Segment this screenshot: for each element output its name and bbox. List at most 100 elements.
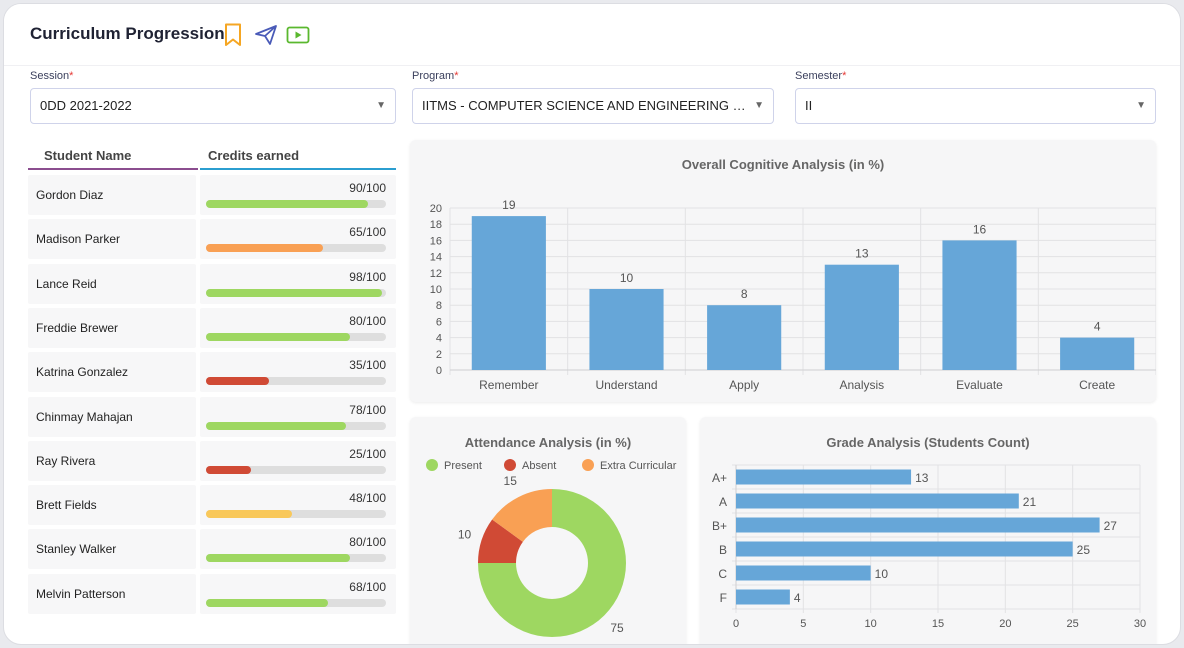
table-row[interactable]: Brett Fields 48/100 xyxy=(28,485,396,526)
credits-score: 80/100 xyxy=(349,313,386,328)
chevron-down-icon: ▼ xyxy=(1136,100,1146,111)
y-tick-label: F xyxy=(720,591,727,605)
x-tick-label: Analysis xyxy=(839,378,884,392)
bar xyxy=(736,469,912,485)
app-frame: Curriculum Progression Session* 0DD 2021… xyxy=(3,3,1181,645)
y-tick-label: 12 xyxy=(430,268,442,280)
bar-value-label: 25 xyxy=(1077,543,1091,557)
credits-cell: 80/100 xyxy=(200,307,396,348)
name-cell: Lance Reid xyxy=(28,263,196,304)
credits-progress-fill xyxy=(206,465,251,474)
x-tick-label: Understand xyxy=(595,378,657,392)
session-label: Session* xyxy=(30,70,74,82)
legend-label: Present xyxy=(444,460,482,472)
x-tick-label: 15 xyxy=(932,618,944,630)
x-tick-label: 10 xyxy=(865,618,877,630)
y-tick-label: 8 xyxy=(436,300,442,312)
student-name: Chinmay Mahajan xyxy=(36,409,133,424)
table-row[interactable]: Stanley Walker 80/100 xyxy=(28,529,396,570)
bar-value-label: 4 xyxy=(1094,320,1101,334)
credits-score: 25/100 xyxy=(349,446,386,461)
credits-cell: 48/100 xyxy=(200,485,396,526)
slice-value-label: 15 xyxy=(504,474,518,488)
x-tick-label: 20 xyxy=(999,618,1011,630)
table-row[interactable]: Madison Parker 65/100 xyxy=(28,219,396,260)
bar-value-label: 10 xyxy=(620,271,634,285)
x-tick-label: 25 xyxy=(1067,618,1079,630)
bar xyxy=(471,216,546,370)
column-underline-name xyxy=(28,168,198,170)
bar xyxy=(736,517,1100,533)
credits-progress-fill xyxy=(206,554,350,563)
grade-bar-chart: 0 5 10 15 20 25 30 13 A+ 21 A 27 B+ 25 B 10 C 4 F xyxy=(712,464,1146,630)
x-tick-label: 0 xyxy=(733,618,739,630)
column-header-student-name[interactable]: Student Name xyxy=(44,148,132,163)
credits-score: 48/100 xyxy=(349,491,386,506)
bar-value-label: 19 xyxy=(502,198,516,212)
column-underline-credits xyxy=(200,168,396,170)
credits-progress-track xyxy=(206,465,386,474)
credits-progress-fill xyxy=(206,244,323,253)
credits-cell: 98/100 xyxy=(200,263,396,304)
credits-progress-track xyxy=(206,244,386,253)
table-row[interactable]: Gordon Diaz 90/100 xyxy=(28,175,396,215)
credits-progress-track xyxy=(206,200,386,208)
credits-cell: 80/100 xyxy=(200,529,396,570)
donut-slice xyxy=(478,519,523,563)
y-tick-label: 18 xyxy=(430,219,442,231)
credits-progress-track xyxy=(206,510,386,519)
legend-marker xyxy=(426,459,438,471)
y-tick-label: 16 xyxy=(430,235,442,247)
session-select[interactable]: 0DD 2021-2022 ▼ xyxy=(30,88,396,124)
table-row[interactable]: Freddie Brewer 80/100 xyxy=(28,307,396,348)
video-icon[interactable] xyxy=(286,22,310,48)
y-tick-label: 4 xyxy=(436,333,442,345)
credits-score: 35/100 xyxy=(349,358,386,373)
semester-select[interactable]: II ▼ xyxy=(795,88,1156,124)
name-cell: Stanley Walker xyxy=(28,529,196,570)
y-tick-label: 0 xyxy=(436,365,442,377)
student-name: Madison Parker xyxy=(36,232,121,247)
table-row[interactable]: Katrina Gonzalez 35/100 xyxy=(28,352,396,393)
bar-value-label: 13 xyxy=(915,471,929,485)
program-select[interactable]: IITMS - COMPUTER SCIENCE AND ENGINEERING… xyxy=(412,88,774,124)
chevron-down-icon: ▼ xyxy=(754,100,764,111)
x-tick-label: 5 xyxy=(800,618,806,630)
name-cell: Freddie Brewer xyxy=(28,307,196,348)
legend-label: Extra Curricular xyxy=(600,460,677,472)
credits-progress-track xyxy=(206,421,386,430)
send-icon[interactable] xyxy=(254,22,278,48)
y-tick-label: 10 xyxy=(430,284,442,296)
donut-slice xyxy=(492,489,552,542)
page-header: Curriculum Progression xyxy=(4,4,1180,66)
semester-label: Semester* xyxy=(795,70,847,82)
name-cell: Melvin Patterson xyxy=(28,573,196,614)
y-tick-label: 6 xyxy=(436,316,442,328)
column-header-credits[interactable]: Credits earned xyxy=(208,148,300,163)
y-tick-label: 14 xyxy=(430,252,442,264)
y-tick-label: 20 xyxy=(430,203,442,215)
x-tick-label: Remember xyxy=(479,378,538,392)
donut-slice xyxy=(478,489,626,637)
session-value: 0DD 2021-2022 xyxy=(40,98,132,113)
table-row[interactable]: Ray Rivera 25/100 xyxy=(28,440,396,481)
table-row[interactable]: Chinmay Mahajan 78/100 xyxy=(28,396,396,437)
credits-progress-fill xyxy=(206,510,293,519)
credits-score: 98/100 xyxy=(349,269,386,284)
table-row[interactable]: Lance Reid 98/100 xyxy=(28,263,396,304)
y-tick-label: C xyxy=(718,567,727,581)
student-name: Gordon Diaz xyxy=(36,188,104,202)
credits-progress-track xyxy=(206,554,386,563)
page-title: Curriculum Progression xyxy=(30,24,225,43)
x-tick-label: Evaluate xyxy=(956,378,1003,392)
bookmark-icon[interactable] xyxy=(223,22,243,48)
credits-progress-track xyxy=(206,598,386,607)
slice-value-label: 75 xyxy=(610,621,624,635)
student-name: Freddie Brewer xyxy=(36,320,119,335)
credits-score: 78/100 xyxy=(349,402,386,417)
table-row[interactable]: Melvin Patterson 68/100 xyxy=(28,573,396,614)
chevron-down-icon: ▼ xyxy=(376,100,386,111)
credits-cell: 35/100 xyxy=(200,352,396,393)
cognitive-analysis-card: Overall Cognitive Analysis (in %) 0 2 4 6 8 1… xyxy=(410,140,1156,402)
grade-analysis-card: Grade Analysis (Students Count) 0 5 10 15 20… xyxy=(700,417,1156,644)
